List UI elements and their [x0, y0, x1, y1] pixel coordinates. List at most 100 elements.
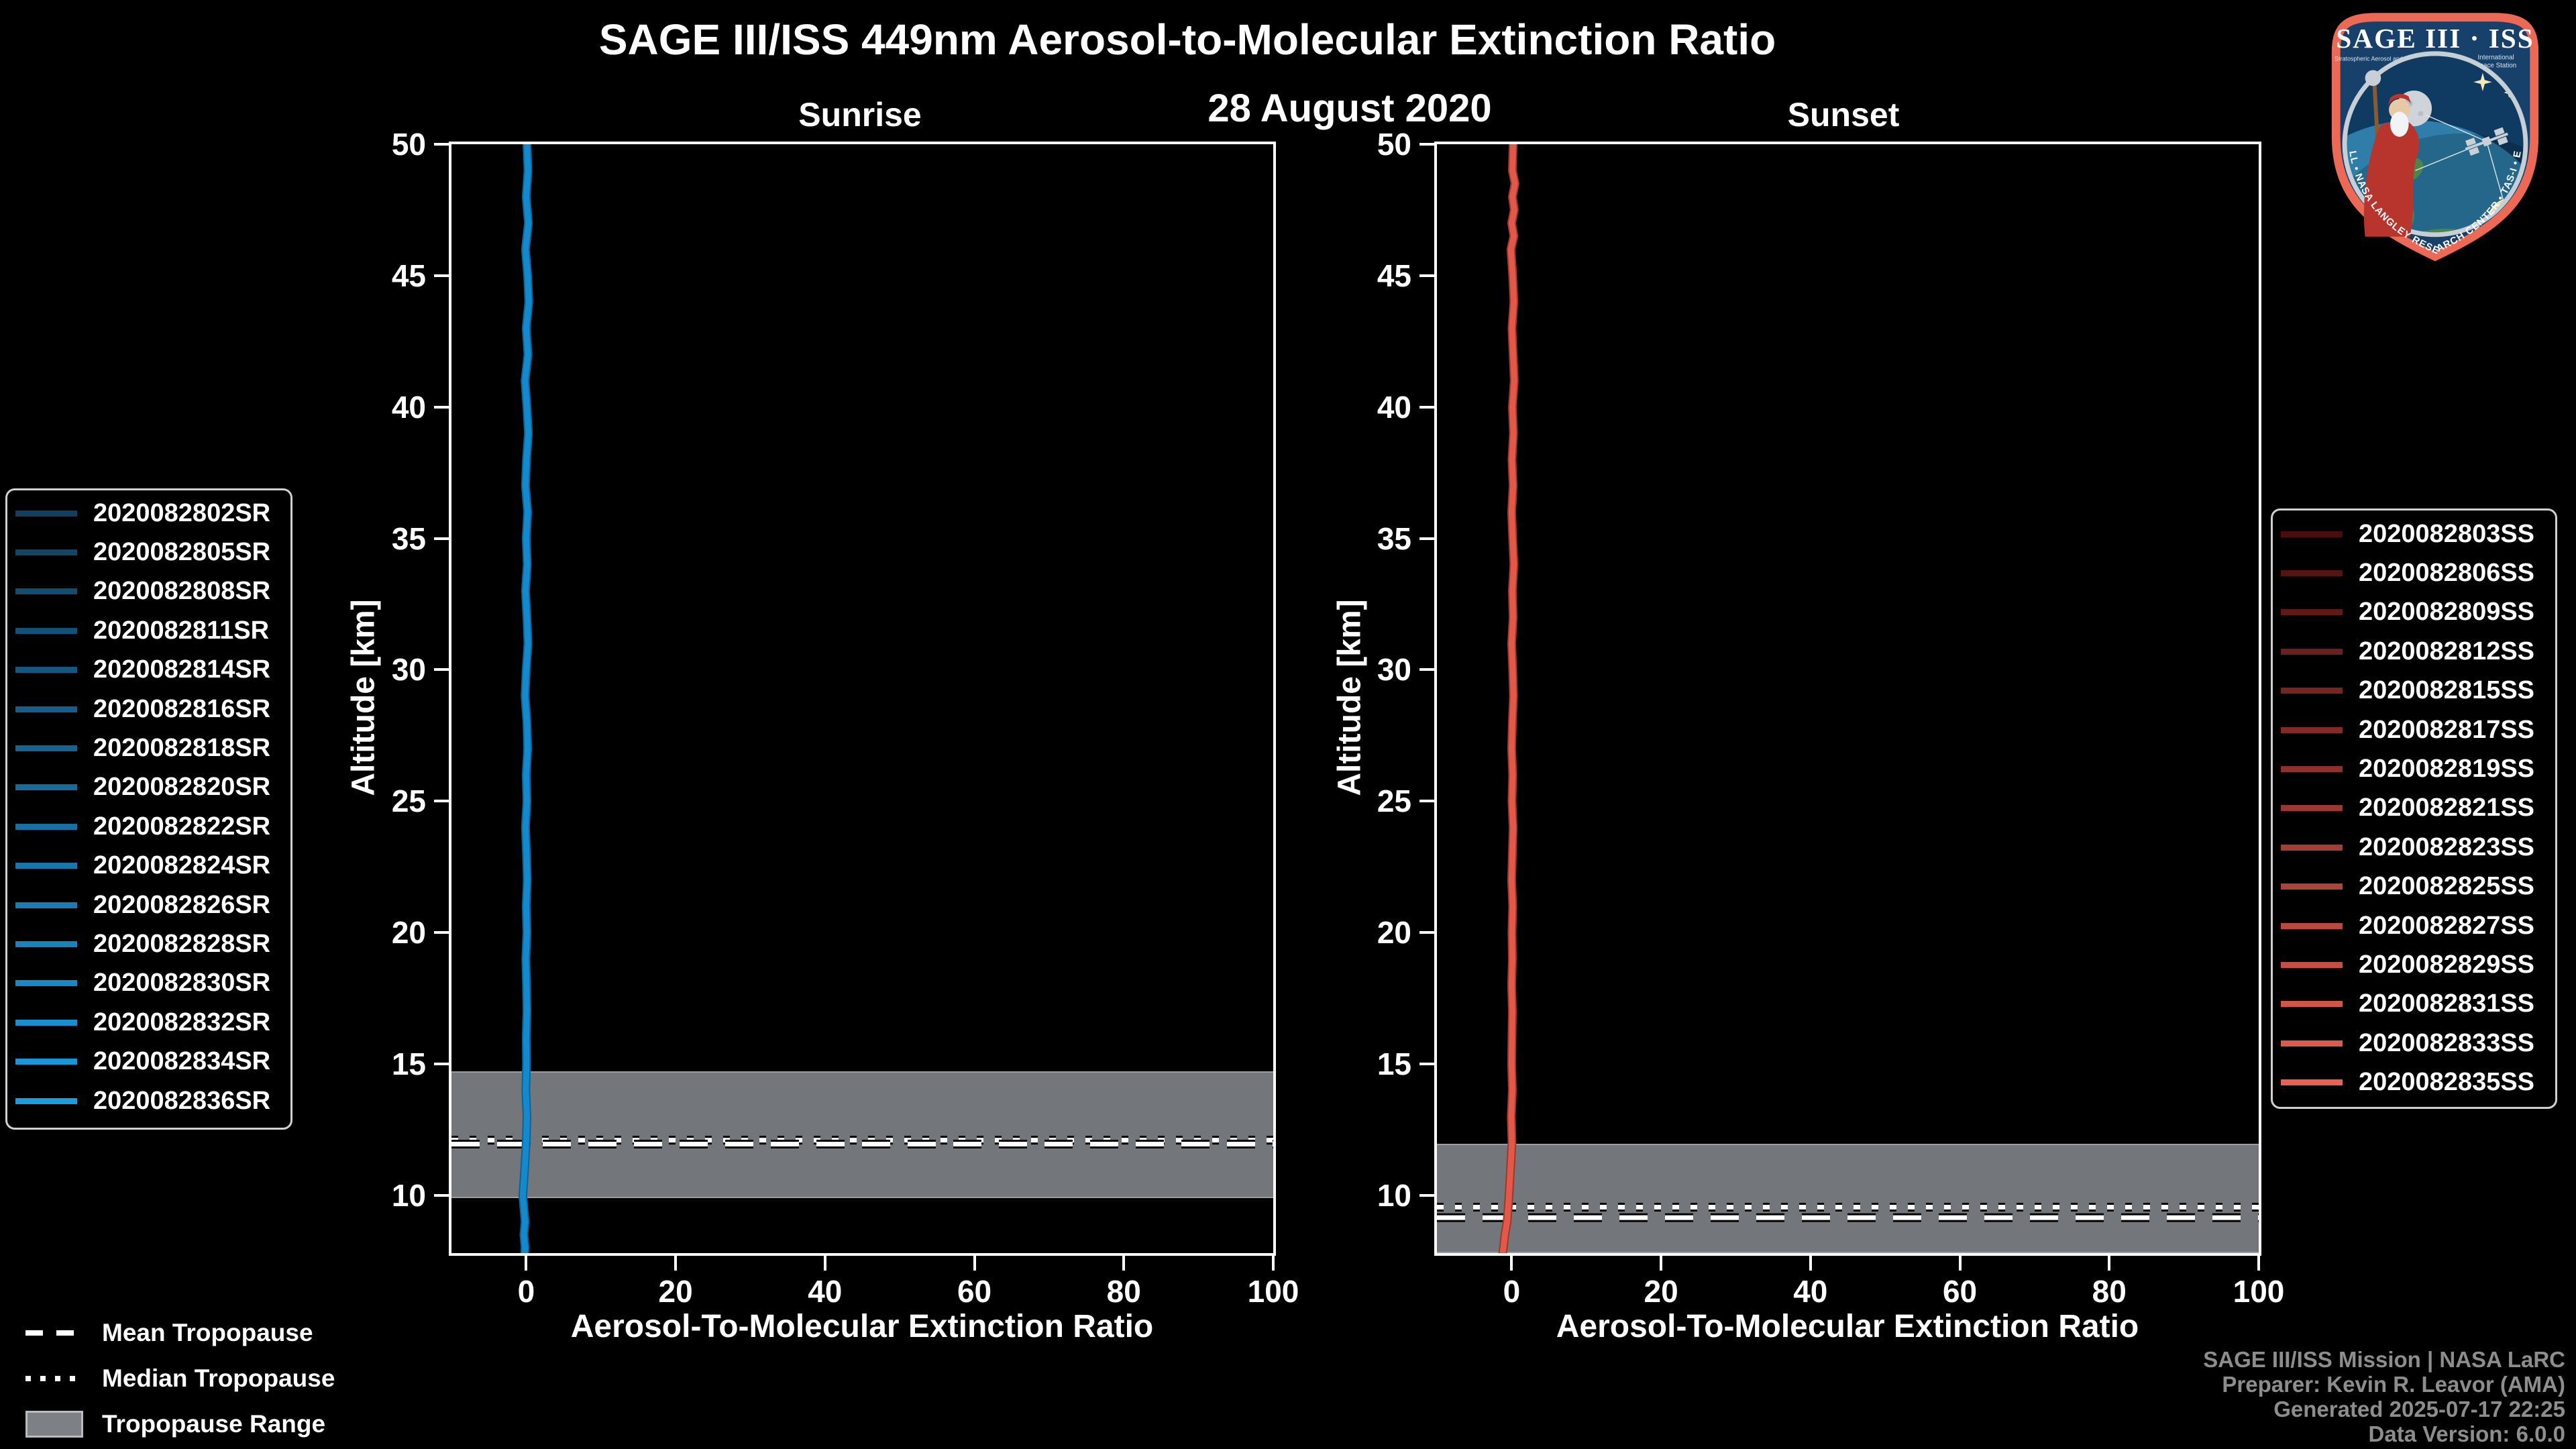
mean-tropopause-label: Mean Tropopause — [102, 1319, 313, 1346]
logo-sage-figure — [2363, 70, 2420, 237]
x-tick — [1660, 1256, 1663, 1271]
y-tick — [434, 931, 449, 934]
attribution-text: SAGE III/ISS Mission | NASA LaRC Preparer… — [2203, 1347, 2565, 1446]
legend-line-swatch — [15, 980, 77, 987]
legend-line-swatch — [15, 863, 77, 869]
legend-line-swatch — [2281, 1001, 2343, 1008]
legend-line-swatch — [15, 706, 77, 712]
x-tick — [1122, 1256, 1126, 1271]
legend-entry: 2020082805SR — [7, 533, 290, 572]
x-tick — [973, 1256, 976, 1271]
legend-sunrise-events: 2020082802SR 2020082805SR 2020082808SR 2020… — [5, 488, 292, 1130]
logo-title: SAGE III · ISS — [2336, 23, 2534, 54]
legend-entry: 2020082812SS — [2273, 632, 2555, 671]
legend-entry: 2020082830SR — [7, 964, 290, 1003]
legend-entry-label: 2020082808SR — [93, 577, 271, 606]
legend-entry-label: 2020082825SS — [2359, 872, 2535, 901]
tropopause-legend: Mean Tropopause Median Tropopause Tropop… — [25, 1310, 335, 1447]
y-tick-label: 50 — [1377, 127, 1411, 162]
legend-entry-label: 2020082820SR — [93, 773, 271, 802]
legend-entry-label: 2020082822SR — [93, 812, 271, 841]
y-tick — [434, 800, 449, 803]
y-tick-label: 50 — [391, 127, 426, 162]
logo-iss — [2465, 127, 2508, 156]
legend-line-swatch — [15, 627, 77, 634]
y-tick — [434, 537, 449, 540]
legend-line-swatch — [15, 1097, 77, 1104]
legend-entry-label: 2020082829SS — [2359, 950, 2535, 979]
y-tick-label: 10 — [1377, 1177, 1411, 1213]
y-tick — [434, 1193, 449, 1197]
y-tick-label: 40 — [391, 389, 426, 425]
y-tick — [434, 274, 449, 277]
legend-line-swatch — [2281, 688, 2343, 694]
figure-date: 28 August 2020 — [1208, 87, 1492, 130]
legend-entry: 2020082817SS — [2273, 710, 2555, 749]
logo-subtitle-right-2: Space Station — [2475, 62, 2516, 70]
legend-line-swatch — [2281, 727, 2343, 733]
y-tick — [434, 668, 449, 672]
median-tropopause-label: Median Tropopause — [102, 1364, 335, 1392]
tropopause-legend-row-median: Median Tropopause — [25, 1356, 335, 1401]
legend-entry-label: 2020082823SS — [2359, 833, 2535, 861]
x-tick-label: 100 — [1247, 1274, 1299, 1309]
legend-entry-label: 2020082818SR — [93, 734, 271, 763]
legend-line-swatch — [15, 667, 77, 674]
legend-line-swatch — [15, 1019, 77, 1026]
x-tick — [525, 1256, 528, 1271]
legend-line-swatch — [15, 549, 77, 556]
median-tropopause-dot-swatch — [25, 1376, 83, 1381]
profile-layer — [451, 144, 1273, 1253]
y-tick — [1419, 537, 1434, 540]
legend-entry-label: 2020082817SS — [2359, 715, 2535, 744]
legend-line-swatch — [15, 1059, 77, 1065]
legend-entry-label: 2020082835SS — [2359, 1068, 2535, 1097]
tropopause-range-swatch — [25, 1411, 83, 1438]
legend-entry: 2020082827SS — [2273, 906, 2555, 945]
attribution-line: Data Version: 6.0.0 — [2368, 1421, 2565, 1446]
logo-subtitle-left: Stratospheric Aerosol and Gas Experiment… — [2334, 56, 2453, 62]
legend-entry-label: 2020082802SR — [93, 498, 271, 527]
x-tick-label: 20 — [658, 1274, 693, 1309]
y-tick-label: 35 — [1377, 521, 1411, 556]
tropopause-range-band — [1437, 1144, 2259, 1253]
plot-area-sunrise: 50 45 40 35 30 25 20 15 10 0 20 40 60 80 100 — [392, 129, 1299, 1307]
legend-line-swatch — [15, 784, 77, 791]
legend-line-swatch — [2281, 1040, 2343, 1046]
legend-line-swatch — [2281, 648, 2343, 655]
x-axis-label-sunrise: Aerosol-To-Molecular Extinction Ratio — [570, 1309, 1154, 1344]
y-tick — [1419, 405, 1434, 409]
x-tick — [674, 1256, 678, 1271]
legend-line-swatch — [2281, 961, 2343, 968]
attribution-line: SAGE III/ISS Mission | NASA LaRC — [2203, 1347, 2565, 1372]
legend-entry: 2020082808SR — [7, 572, 290, 611]
y-tick-label: 10 — [391, 1177, 426, 1213]
legend-entry-label: 2020082836SR — [93, 1086, 271, 1115]
legend-entry-label: 2020082809SS — [2359, 598, 2535, 627]
x-tick-label: 80 — [2092, 1274, 2127, 1309]
tropopause-legend-row-mean: Mean Tropopause — [25, 1310, 335, 1356]
x-tick-label: 0 — [517, 1274, 535, 1309]
legend-entry-label: 2020082832SR — [93, 1008, 271, 1036]
legend-entry: 2020082806SS — [2273, 553, 2555, 592]
legend-entry: 2020082809SS — [2273, 593, 2555, 632]
legend-entry: 2020082814SR — [7, 651, 290, 690]
legend-entry-label: 2020082803SS — [2359, 519, 2535, 548]
legend-entry: 2020082832SR — [7, 1003, 290, 1042]
legend-entry: 2020082834SR — [7, 1042, 290, 1081]
legend-entry-label: 2020082815SS — [2359, 676, 2535, 705]
y-axis-label-sunrise: Altitude [km] — [345, 599, 382, 796]
x-tick — [1510, 1256, 1513, 1271]
legend-entry-label: 2020082806SS — [2359, 559, 2535, 588]
x-tick-label: 40 — [808, 1274, 843, 1309]
legend-entry-label: 2020082812SS — [2359, 637, 2535, 665]
extinction-ratio-profile — [1499, 144, 1518, 1253]
legend-line-swatch — [15, 902, 77, 908]
y-axis-label-sunset: Altitude [km] — [1332, 599, 1368, 796]
y-tick-label: 40 — [1377, 389, 1411, 425]
y-tick-label: 15 — [1377, 1046, 1411, 1081]
legend-line-swatch — [2281, 766, 2343, 773]
x-tick — [1272, 1256, 1275, 1271]
legend-line-swatch — [2281, 570, 2343, 577]
legend-entry-label: 2020082821SS — [2359, 794, 2535, 822]
